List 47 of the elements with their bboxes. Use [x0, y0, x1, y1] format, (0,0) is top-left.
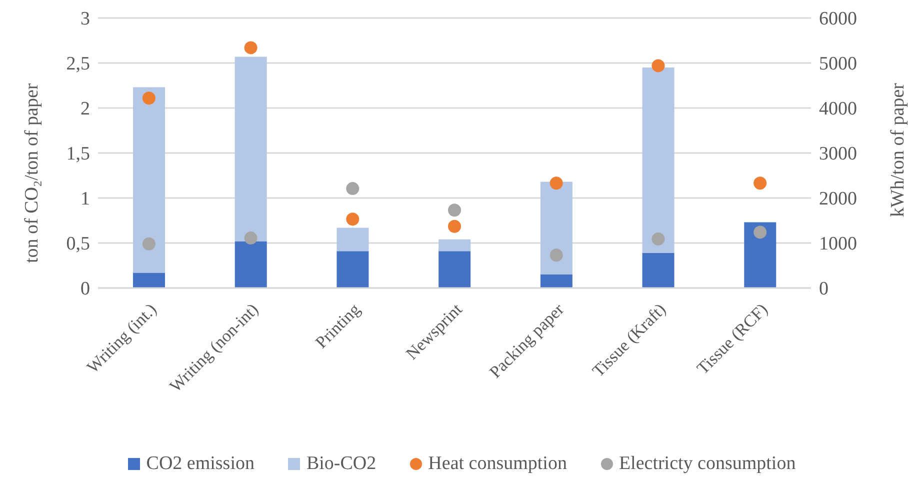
bar — [234, 241, 267, 288]
y2-tick-label: 1000 — [819, 234, 857, 255]
bar — [133, 272, 165, 288]
y2-tick-label: 0 — [819, 278, 828, 300]
point — [142, 237, 156, 250]
y-axis-title: ton of CO₂/ton of paper — [22, 82, 43, 263]
legend-label: Electricty consumption — [618, 453, 796, 475]
y-tick-label: 2 — [80, 98, 90, 120]
y2-tick-label: 4000 — [819, 98, 857, 120]
y2-tick-label: 6000 — [819, 8, 857, 30]
point — [652, 59, 665, 72]
y-tick-label: 1 — [80, 188, 90, 210]
y2-tick-label: 5000 — [819, 54, 857, 75]
legend-label: Heat consumption — [428, 453, 567, 475]
point — [652, 232, 665, 246]
point — [244, 41, 258, 54]
y-tick-label: 2,5 — [66, 54, 90, 75]
point — [754, 176, 767, 190]
bar — [540, 182, 572, 274]
y2-axis-title: kWh/ton of paper — [888, 82, 909, 218]
bar — [540, 274, 572, 288]
y2-tick-label: 3000 — [819, 144, 857, 165]
point — [754, 226, 767, 239]
point — [244, 232, 258, 245]
y-tick-label: 3 — [80, 8, 90, 30]
y-tick-label: 1,5 — [66, 144, 90, 165]
bar — [744, 222, 776, 288]
bar — [133, 87, 165, 273]
bar — [438, 239, 471, 252]
legend-label: Bio-CO2 — [306, 453, 376, 475]
legend-label: CO2 emission — [146, 453, 254, 475]
y-tick-label: 0 — [80, 278, 90, 300]
bar — [642, 68, 674, 253]
point — [550, 248, 563, 262]
y2-tick-label: 2000 — [819, 188, 857, 210]
bar — [336, 228, 369, 252]
bar — [642, 252, 674, 288]
bar — [234, 56, 267, 242]
point — [550, 176, 563, 190]
bar — [336, 251, 369, 288]
point — [346, 212, 360, 226]
y-tick-label: 0,5 — [66, 234, 90, 255]
point — [142, 92, 156, 105]
point — [448, 204, 461, 217]
point — [346, 182, 360, 196]
bar — [438, 251, 471, 288]
point — [448, 220, 461, 233]
